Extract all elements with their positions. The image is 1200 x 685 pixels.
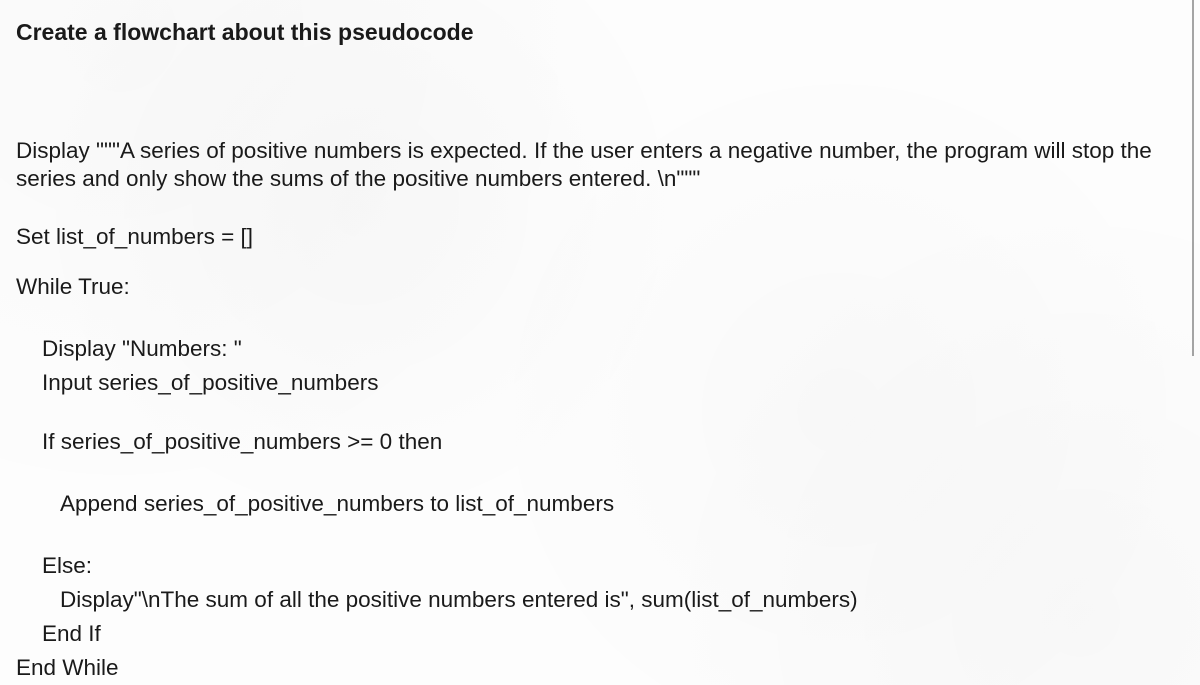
- scan-edge-artifact: [1192, 0, 1194, 356]
- page-title: Create a flowchart about this pseudocode: [16, 18, 1184, 47]
- code-line-input: Input series_of_positive_numbers: [16, 369, 1184, 397]
- code-line-set-list: Set list_of_numbers = []: [16, 223, 1184, 251]
- code-line-display-intro: Display """A series of positive numbers …: [16, 137, 1184, 193]
- code-line-append: Append series_of_positive_numbers to lis…: [16, 490, 1184, 518]
- code-line-display-sum: Display"\nThe sum of all the positive nu…: [16, 586, 1184, 614]
- pseudocode-document: Create a flowchart about this pseudocode…: [0, 0, 1200, 682]
- code-line-display-prompt: Display "Numbers: ": [16, 335, 1184, 363]
- code-line-endwhile: End While: [16, 654, 1184, 682]
- code-line-else: Else:: [16, 552, 1184, 580]
- code-line-while: While True:: [16, 273, 1184, 301]
- code-line-endif: End If: [16, 620, 1184, 648]
- code-line-if: If series_of_positive_numbers >= 0 then: [16, 428, 1184, 456]
